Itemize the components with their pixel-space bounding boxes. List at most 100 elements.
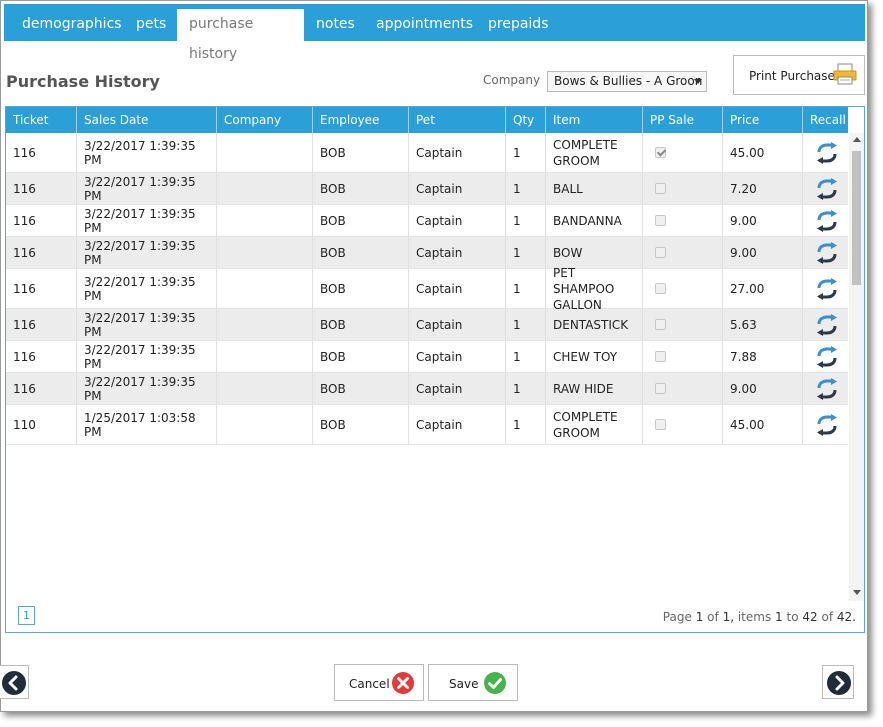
cell-pp-sale xyxy=(643,269,723,308)
col-pet[interactable]: Pet xyxy=(409,107,506,133)
col-price[interactable]: Price xyxy=(723,107,803,133)
pp-sale-checkbox[interactable] xyxy=(655,147,666,158)
cell-sales-date: 3/22/2017 1:39:35 PM xyxy=(77,173,217,204)
cell-company xyxy=(217,373,313,404)
col-ticket[interactable]: Ticket xyxy=(6,107,77,133)
cell-item-text: COMPLETE GROOM xyxy=(553,409,618,440)
cell-employee: BOB xyxy=(313,173,409,204)
pp-sale-checkbox[interactable] xyxy=(655,383,666,394)
page-info-total: 42. xyxy=(836,610,856,624)
recall-icon[interactable] xyxy=(815,345,839,368)
tab-purchase-history[interactable]: purchase history xyxy=(177,9,304,62)
cell-recall[interactable] xyxy=(803,309,848,340)
recall-icon[interactable] xyxy=(815,141,839,164)
company-select[interactable]: Bows & Bullies - A Groon xyxy=(547,71,707,92)
cell-recall[interactable] xyxy=(803,373,848,404)
pp-sale-checkbox[interactable] xyxy=(655,319,666,330)
recall-icon[interactable] xyxy=(815,277,839,300)
cell-sales-date: 3/22/2017 1:39:35 PM xyxy=(77,341,217,372)
pager: 1 Page 1 of 1, items 1 to 42 of 42. xyxy=(6,601,864,632)
printer-icon xyxy=(833,63,857,85)
table-row[interactable]: 116 3/22/2017 1:39:35 PM BOB Captain 1 RAW HI… xyxy=(6,373,848,405)
table-row[interactable]: 116 3/22/2017 1:39:35 PM BOB Captain 1 BOW 9.0… xyxy=(6,237,848,269)
cell-recall[interactable] xyxy=(803,341,848,372)
tab-demographics[interactable]: demographics xyxy=(22,16,122,32)
company-select-value: Bows & Bullies - A Groon xyxy=(554,74,703,88)
cell-pet-text: Captain xyxy=(416,317,463,332)
col-qty[interactable]: Qty xyxy=(506,107,546,133)
col-employee[interactable]: Employee xyxy=(313,107,409,133)
scroll-up-icon[interactable] xyxy=(853,137,861,142)
save-button[interactable]: Save xyxy=(428,664,518,701)
pp-sale-checkbox[interactable] xyxy=(655,215,666,226)
previous-button[interactable] xyxy=(0,665,29,699)
pp-sale-checkbox[interactable] xyxy=(655,183,666,194)
col-sales-date[interactable]: Sales Date xyxy=(77,107,217,133)
cell-pp-sale xyxy=(643,237,723,268)
print-purchases-button[interactable]: Print Purchases xyxy=(733,55,865,95)
cell-pp-sale xyxy=(643,405,723,444)
cell-company xyxy=(217,237,313,268)
recall-icon[interactable] xyxy=(815,413,839,436)
recall-icon[interactable] xyxy=(815,177,839,200)
cell-price: 7.20 xyxy=(723,173,803,204)
cell-employee-text: BOB xyxy=(320,349,346,364)
vertical-scrollbar[interactable] xyxy=(849,133,864,601)
cell-recall[interactable] xyxy=(803,173,848,204)
col-pp-sale[interactable]: PP Sale xyxy=(643,107,723,133)
save-label: Save xyxy=(449,677,479,691)
col-company[interactable]: Company xyxy=(217,107,313,133)
col-item[interactable]: Item xyxy=(546,107,643,133)
cell-recall[interactable] xyxy=(803,133,848,172)
cell-item-text: BALL xyxy=(553,181,583,196)
cell-pet: Captain xyxy=(409,309,506,340)
pp-sale-checkbox[interactable] xyxy=(655,247,666,258)
cell-price-text: 5.63 xyxy=(730,317,757,332)
table-row[interactable]: 116 3/22/2017 1:39:35 PM BOB Captain 1 DENTAS… xyxy=(6,309,848,341)
table-row[interactable]: 116 3/22/2017 1:39:35 PM BOB Captain 1 BANDAN… xyxy=(6,205,848,237)
recall-icon[interactable] xyxy=(815,241,839,264)
cell-qty: 1 xyxy=(506,237,546,268)
cell-recall[interactable] xyxy=(803,237,848,268)
cell-ticket: 116 xyxy=(6,237,77,268)
cell-pp-sale xyxy=(643,133,723,172)
cell-pet: Captain xyxy=(409,373,506,404)
grid-header: Ticket Sales Date Company Employee Pet Q… xyxy=(6,107,848,133)
pp-sale-checkbox[interactable] xyxy=(655,351,666,362)
pp-sale-checkbox[interactable] xyxy=(655,419,666,430)
tab-prepaids[interactable]: prepaids xyxy=(488,16,549,32)
tab-appointments[interactable]: appointments xyxy=(376,16,474,32)
table-row[interactable]: 110 1/25/2017 1:03:58 PM BOB Captain 1 COMPLE… xyxy=(6,405,848,445)
cell-employee: BOB xyxy=(313,237,409,268)
recall-icon[interactable] xyxy=(815,377,839,400)
cell-item: RAW HIDE xyxy=(546,373,643,404)
chevron-left-icon xyxy=(2,671,26,695)
pp-sale-checkbox[interactable] xyxy=(655,283,666,294)
company-label: Company xyxy=(483,73,541,87)
scroll-thumb[interactable] xyxy=(852,151,861,285)
cell-qty: 1 xyxy=(506,309,546,340)
recall-icon[interactable] xyxy=(815,313,839,336)
page-1-button[interactable]: 1 xyxy=(18,606,35,625)
tab-notes[interactable]: notes xyxy=(316,16,355,32)
cell-sales-date: 3/22/2017 1:39:35 PM xyxy=(77,269,217,308)
cell-pet-text: Captain xyxy=(416,349,463,364)
recall-icon[interactable] xyxy=(815,209,839,232)
next-button[interactable] xyxy=(822,665,854,699)
cell-sales-date-text: 3/22/2017 1:39:35 PM xyxy=(84,174,196,203)
cell-qty: 1 xyxy=(506,205,546,236)
table-row[interactable]: 116 3/22/2017 1:39:35 PM BOB Captain 1 CHEW T… xyxy=(6,341,848,373)
cancel-button[interactable]: Cancel xyxy=(334,664,424,701)
tab-pets[interactable]: pets xyxy=(136,16,167,32)
table-row[interactable]: 116 3/22/2017 1:39:35 PM BOB Captain 1 COMPLE… xyxy=(6,133,848,173)
cell-item-text: PET SHAMPOO GALLON xyxy=(553,265,615,312)
cell-ticket: 116 xyxy=(6,309,77,340)
col-recall[interactable]: Recall xyxy=(810,113,846,127)
table-row[interactable]: 116 3/22/2017 1:39:35 PM BOB Captain 1 BALL 7.… xyxy=(6,173,848,205)
cell-recall[interactable] xyxy=(803,205,848,236)
scroll-down-icon[interactable] xyxy=(853,590,861,595)
cell-price-text: 45.00 xyxy=(730,417,765,432)
cell-recall[interactable] xyxy=(803,405,848,444)
table-row[interactable]: 116 3/22/2017 1:39:35 PM BOB Captain 1 PET SH… xyxy=(6,266,848,312)
cell-recall[interactable] xyxy=(803,269,848,308)
